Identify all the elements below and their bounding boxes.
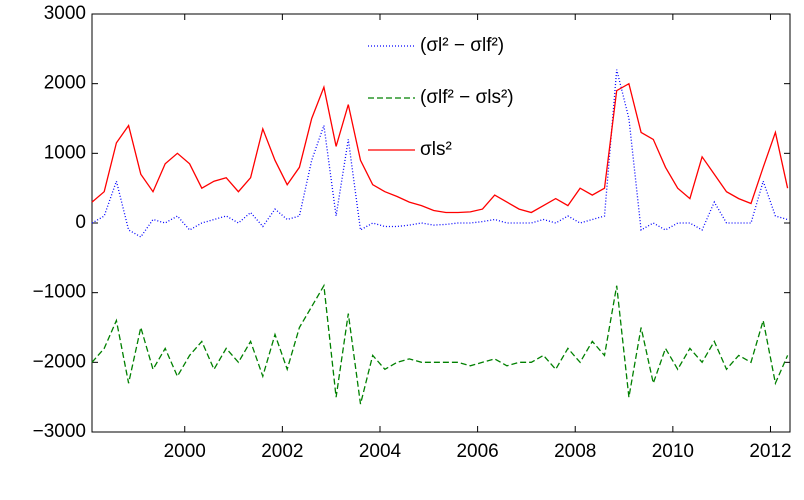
data-line (91, 69, 788, 238)
y-tick-label: 2000 (44, 73, 86, 94)
legend-label: (σlf² − σls²) (420, 87, 514, 108)
y-tick-label: 1000 (44, 142, 86, 163)
y-tick-label: 3000 (44, 3, 86, 24)
legend-label: (σl² − σlf²) (420, 35, 504, 56)
x-tick-label: 2012 (749, 441, 791, 462)
legend-label: σls² (420, 139, 452, 160)
data-line (91, 283, 789, 405)
y-tick-label: −2000 (33, 351, 86, 372)
plot-frame (91, 13, 791, 433)
x-tick-label: 2006 (456, 441, 498, 462)
y-tick-label: −3000 (33, 421, 86, 442)
x-tick-label: 2004 (359, 441, 402, 462)
y-tick-label: −1000 (33, 282, 86, 303)
y-tick-label: 0 (75, 212, 86, 233)
x-tick-label: 2010 (652, 441, 694, 462)
x-tick-label: 2000 (164, 441, 206, 462)
data-line (91, 82, 789, 214)
x-tick-label: 2002 (261, 441, 303, 462)
x-tick-label: 2008 (554, 441, 596, 462)
